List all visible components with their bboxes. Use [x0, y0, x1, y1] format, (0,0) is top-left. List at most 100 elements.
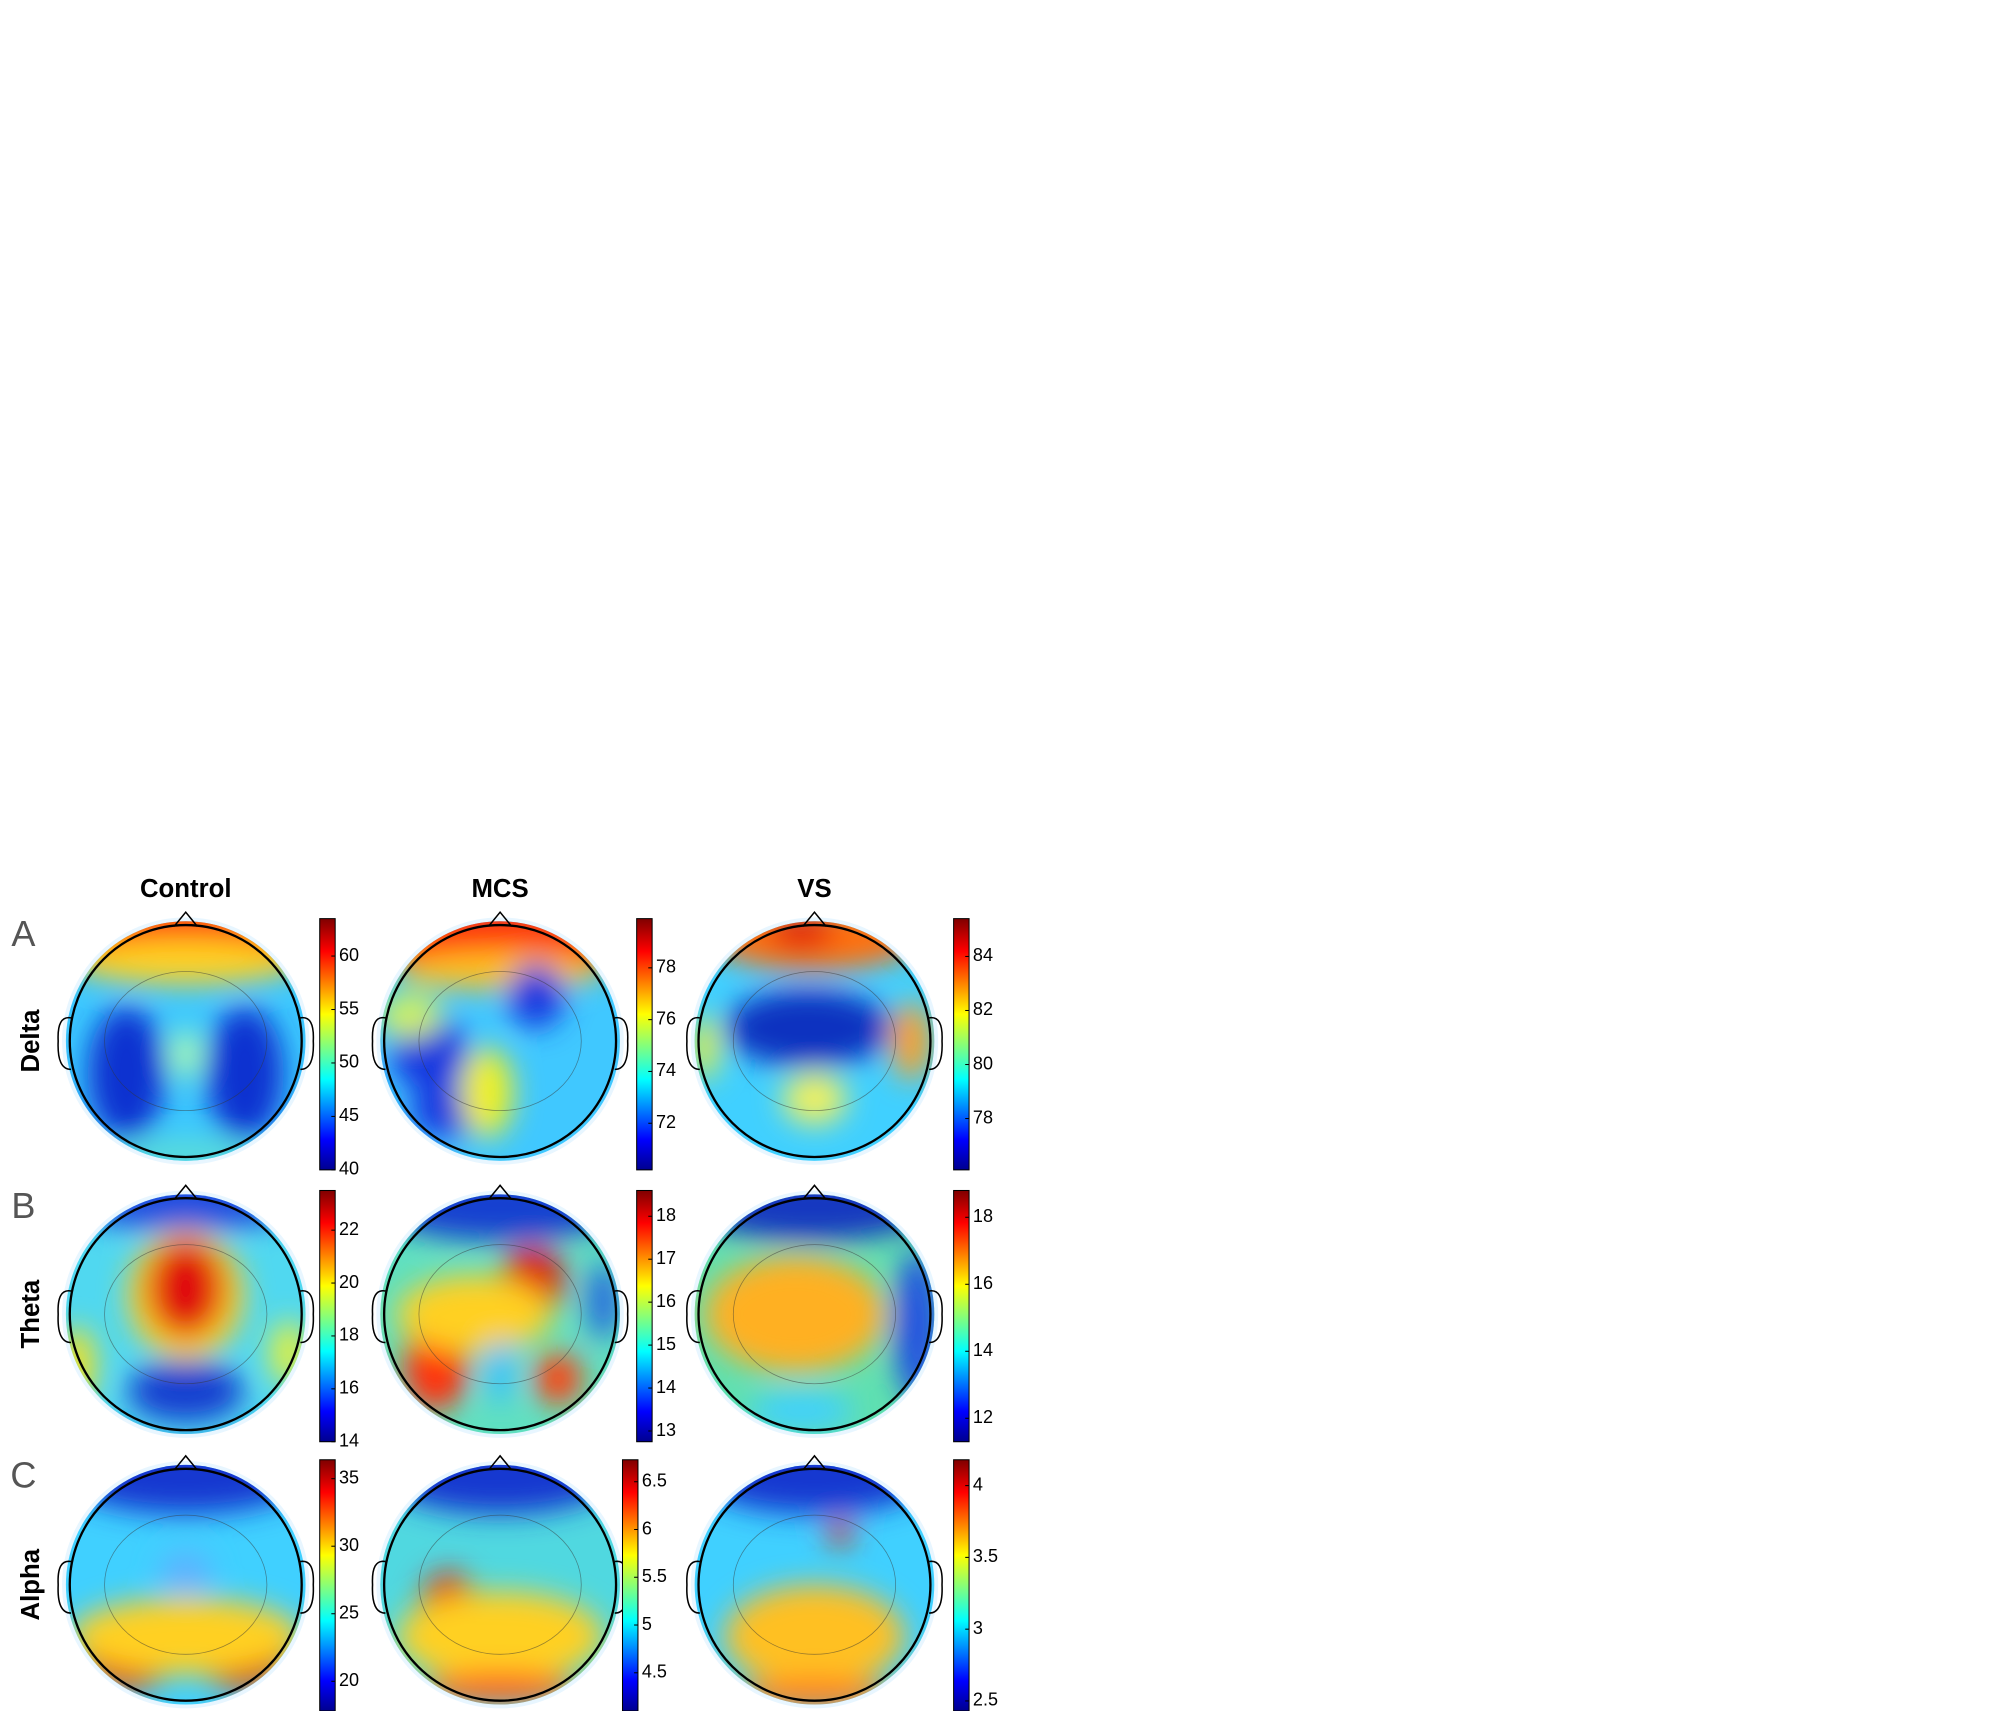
- topomap-blob: [750, 1391, 854, 1431]
- topomap: [694, 921, 935, 1161]
- contour: [104, 971, 268, 1111]
- head-outline: [382, 923, 618, 1159]
- column-title: MCS: [471, 875, 528, 903]
- colorbar-tick-label: 4: [973, 1474, 983, 1494]
- ear: [686, 1016, 700, 1071]
- row-label: Delta: [17, 1009, 45, 1073]
- colorbar-tick-label: 15: [656, 1334, 676, 1354]
- colorbar-tick-label: 78: [656, 957, 676, 977]
- topomap-blob: [422, 1672, 578, 1704]
- nose: [173, 1184, 198, 1200]
- colorbar-tick-label: 12: [973, 1407, 993, 1427]
- colorbar-tick-label: 2.5: [973, 1690, 998, 1710]
- topomap-blob: [782, 1073, 847, 1125]
- panel-letter: C: [10, 1454, 36, 1495]
- ear: [371, 1560, 386, 1614]
- ear: [300, 1560, 315, 1614]
- colorbar-tick-label: 6: [642, 1518, 652, 1538]
- topomap-blob: [891, 1002, 931, 1080]
- colorbar: [953, 918, 970, 1171]
- colorbar-tick-label: 74: [656, 1060, 676, 1080]
- colorbar-tick-label: 20: [339, 1272, 359, 1292]
- topomap-blob: [108, 1141, 264, 1161]
- colorbar-tick-label: 5.5: [642, 1566, 667, 1586]
- colorbar: [319, 1459, 336, 1711]
- topomap-blobs: [380, 1194, 620, 1411]
- topomap-blob: [827, 1520, 854, 1547]
- row-label: Alpha: [17, 1548, 45, 1620]
- colorbar: [319, 1189, 336, 1443]
- colorbar-tick-label: 60: [339, 945, 359, 965]
- nose: [802, 1454, 827, 1471]
- colorbar-tick-label: 72: [656, 1112, 676, 1132]
- colorbar: [621, 1459, 639, 1711]
- colorbar-tick-label: 35: [339, 1467, 359, 1487]
- contour: [732, 971, 897, 1111]
- topomap: [65, 921, 306, 1161]
- colorbar-tick-label: 45: [339, 1105, 359, 1125]
- colorbar-tick-label: 18: [656, 1205, 676, 1225]
- colorbar-tick-label: 78: [973, 1107, 993, 1127]
- colorbar-tick-label: 82: [973, 999, 993, 1019]
- head-outline: [68, 923, 303, 1159]
- column-title: VS: [797, 875, 831, 903]
- colorbar-tick-label: 17: [656, 1248, 676, 1268]
- ear: [57, 1016, 72, 1071]
- topomap-blobs: [380, 921, 620, 1138]
- colorbar-tick-label: 55: [339, 998, 359, 1018]
- ear: [614, 1016, 629, 1071]
- row-label: Theta: [17, 1279, 45, 1348]
- colorbar-tick-label: 20: [339, 1670, 359, 1690]
- ear: [57, 1290, 72, 1344]
- topomap: [694, 1194, 935, 1434]
- contour: [732, 1514, 897, 1655]
- ear: [57, 1560, 72, 1614]
- topomap-blob: [484, 1339, 516, 1405]
- colorbar: [319, 918, 336, 1171]
- colorbar-tick-label: 80: [973, 1053, 993, 1073]
- contour: [418, 1514, 582, 1655]
- nose: [487, 1184, 513, 1200]
- ear: [686, 1290, 700, 1344]
- ear: [929, 1016, 943, 1071]
- topomap-blob: [170, 1030, 202, 1078]
- ear: [929, 1560, 943, 1614]
- topomap-blob: [65, 1464, 306, 1514]
- topomap-blob: [69, 1597, 302, 1675]
- head-outline: [68, 1197, 303, 1432]
- topomap-blobs: [65, 921, 306, 1161]
- topomap-blob: [380, 1194, 620, 1241]
- topomap-blob: [127, 1360, 244, 1423]
- contour: [418, 1244, 582, 1385]
- topomap-blob: [724, 989, 892, 1067]
- head-outline: [697, 1467, 932, 1702]
- colorbar: [636, 918, 653, 1171]
- ear: [686, 1560, 700, 1614]
- nose: [802, 910, 827, 927]
- colorbar-tick-label: 6.5: [642, 1470, 667, 1490]
- contour: [104, 1244, 268, 1385]
- ear: [371, 1290, 386, 1344]
- colorbar-tick-label: 40: [339, 1159, 359, 1179]
- topomap-blob: [159, 1552, 212, 1592]
- topomap-blobs: [65, 1464, 306, 1691]
- topomap-blob: [397, 1591, 604, 1682]
- topomap: [380, 1464, 620, 1705]
- topomap-blob: [704, 1256, 886, 1373]
- nose: [173, 910, 198, 927]
- topomap-blob: [534, 1352, 582, 1405]
- colorbar-tick-label: 16: [973, 1273, 993, 1293]
- column-title: Control: [140, 875, 232, 903]
- colorbar-tick-label: 3.5: [973, 1546, 998, 1566]
- topomap-blob: [397, 1275, 552, 1353]
- colorbar-tick-label: 50: [339, 1052, 359, 1072]
- colorbar-tick-label: 3: [973, 1618, 983, 1638]
- colorbar-tick-label: 16: [656, 1291, 676, 1311]
- topomap: [380, 921, 620, 1161]
- colorbar-tick-label: 13: [656, 1420, 676, 1440]
- topomap-blob: [384, 1464, 617, 1514]
- topomap-blob: [87, 1006, 166, 1141]
- contour: [104, 1514, 268, 1655]
